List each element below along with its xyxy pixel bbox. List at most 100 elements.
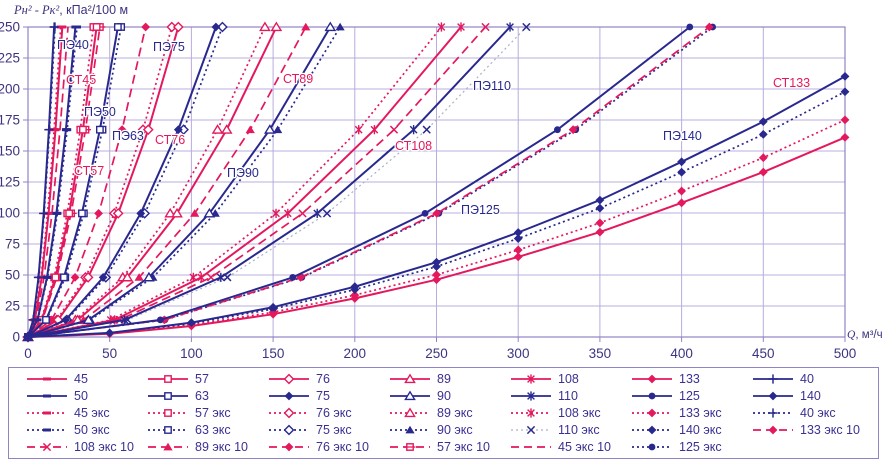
legend-item-140: 140 [751, 388, 872, 404]
legend-sample [390, 425, 430, 434]
legend-item-133: 133 [630, 371, 751, 387]
legend-item-40: 40 [751, 371, 872, 387]
curve-label: ПЭ125 [461, 203, 500, 217]
legend-item-75-экс: 75 экс [267, 422, 388, 438]
y-axis-unit: , кПа²/100 м [59, 3, 129, 17]
legend-item-90: 90 [388, 388, 509, 404]
legend-label: 140 [800, 389, 821, 403]
y-tick-label: 25 [5, 299, 20, 314]
x-tick-label: 200 [344, 346, 367, 360]
x-tick-label: 400 [670, 346, 693, 360]
legend-item-57-экс-10: 57 экс 10 [388, 439, 509, 455]
legend-sample [27, 394, 67, 398]
legend-item-133-экс-10: 133 экс 10 [751, 422, 872, 438]
curve-label: СТ45 [66, 73, 96, 87]
legend-label: 76 экс 10 [316, 440, 369, 454]
legend-item-50-экс: 50 экс [25, 422, 146, 438]
legend-sample [148, 392, 188, 400]
legend-label: 140 экс [679, 423, 722, 437]
x-tick-label: 450 [752, 346, 775, 360]
legend-label: 45 экс [74, 406, 110, 420]
y-tick-label: 50 [5, 268, 20, 283]
legend-item-45-экс: 45 экс [25, 405, 146, 421]
chart-canvas: 0 50 100 150 200 250 300 350 400 450 500 0 25 50 75 100… [0, 20, 857, 362]
legend-sample [632, 408, 672, 418]
legend-sample [511, 425, 551, 435]
x-axis-variable: Q [847, 329, 856, 341]
legend-label: 57 [195, 372, 209, 386]
legend-item-45-экс-10: 45 экс 10 [509, 439, 630, 455]
legend-item-110: 110 [509, 388, 630, 404]
series-140 [23, 71, 850, 342]
legend-item-75: 75 [267, 388, 388, 404]
legend-sample [269, 424, 309, 436]
y-tick-label: 0 [12, 330, 20, 345]
legend-sample [632, 392, 672, 400]
legend-label: 40 экс [800, 406, 836, 420]
legend-label: 108 экс 10 [74, 440, 134, 454]
y-axis-title: Pн² - Pк², кПа²/100 м [14, 3, 128, 18]
x-tick-label: 50 [102, 346, 117, 360]
x-axis-unit: , м³/ч [855, 329, 883, 341]
legend-item-125-экс: 125 экс [630, 439, 751, 455]
legend-sample [27, 377, 67, 381]
legend-item-57-экс: 57 экс [146, 405, 267, 421]
legend-label: 110 [558, 389, 578, 403]
series-90 [22, 21, 337, 342]
legend-sample [511, 408, 551, 418]
legend-sample [27, 428, 67, 432]
legend-item-140-экс: 140 экс [630, 422, 751, 438]
legend-item-89-экс: 89 экс [388, 405, 509, 421]
legend-item-76-экс-10: 76 экс 10 [267, 439, 388, 455]
x-tick-label: 500 [834, 346, 857, 360]
legend-sample [148, 426, 188, 434]
curve-label: СТ57 [74, 164, 104, 178]
curve-label: СТ76 [155, 133, 185, 147]
legend-sample [27, 411, 67, 415]
x-tick-label: 0 [24, 346, 32, 360]
plot-border [27, 26, 846, 338]
legend-item-108: 108 [509, 371, 630, 387]
legend-sample [511, 446, 551, 448]
legend-label: 90 экс [437, 423, 473, 437]
legend-label: 63 [195, 389, 209, 403]
legend-label: 75 экс [316, 423, 352, 437]
series-133 [23, 132, 850, 342]
legend-sample [390, 373, 430, 384]
curve-label: ПЭ90 [227, 166, 259, 180]
legend-label: 57 экс 10 [437, 440, 490, 454]
legend-sample [632, 443, 672, 451]
y-tick-label: 100 [0, 206, 20, 221]
legend-item-108-экс: 108 экс [509, 405, 630, 421]
legend-sample [269, 442, 309, 452]
y-tick-label: 125 [0, 175, 20, 190]
curve-label: СТ133 [773, 76, 810, 90]
legend-sample [753, 425, 793, 435]
legend-item-63-экс: 63 экс [146, 422, 267, 438]
legend-sample [390, 390, 430, 401]
curve-label: СТ89 [283, 72, 313, 86]
series-110 [24, 22, 514, 342]
legend-label: 133 экс [679, 406, 722, 420]
legend-item-125: 125 [630, 388, 751, 404]
legend-sample [148, 409, 188, 417]
curve-label: ПЭ75 [153, 40, 185, 54]
legend-label: 76 [316, 372, 330, 386]
legend-label: 50 [74, 389, 88, 403]
legend-label: 45 [74, 372, 88, 386]
legend-item-108-экс-10: 108 экс 10 [25, 439, 146, 455]
x-tick-label: 150 [262, 346, 285, 360]
legend-label: 108 экс [558, 406, 601, 420]
legend-sample [632, 425, 672, 435]
y-axis-variable: Pн² - Pк² [14, 3, 60, 17]
legend-item-63: 63 [146, 388, 267, 404]
x-tick-label: 250 [425, 346, 448, 360]
legend-label: 125 [679, 389, 700, 403]
legend-label: 110 экс [558, 423, 600, 437]
x-axis-title: Q, м³/ч [847, 329, 883, 341]
y-tick-label: 250 [0, 20, 20, 35]
legend-label: 45 экс 10 [558, 440, 611, 454]
curve-label: ПЭ40 [57, 38, 89, 52]
legend-item-89-экс-10: 89 экс 10 [146, 439, 267, 455]
y-tick-label: 225 [0, 51, 20, 66]
